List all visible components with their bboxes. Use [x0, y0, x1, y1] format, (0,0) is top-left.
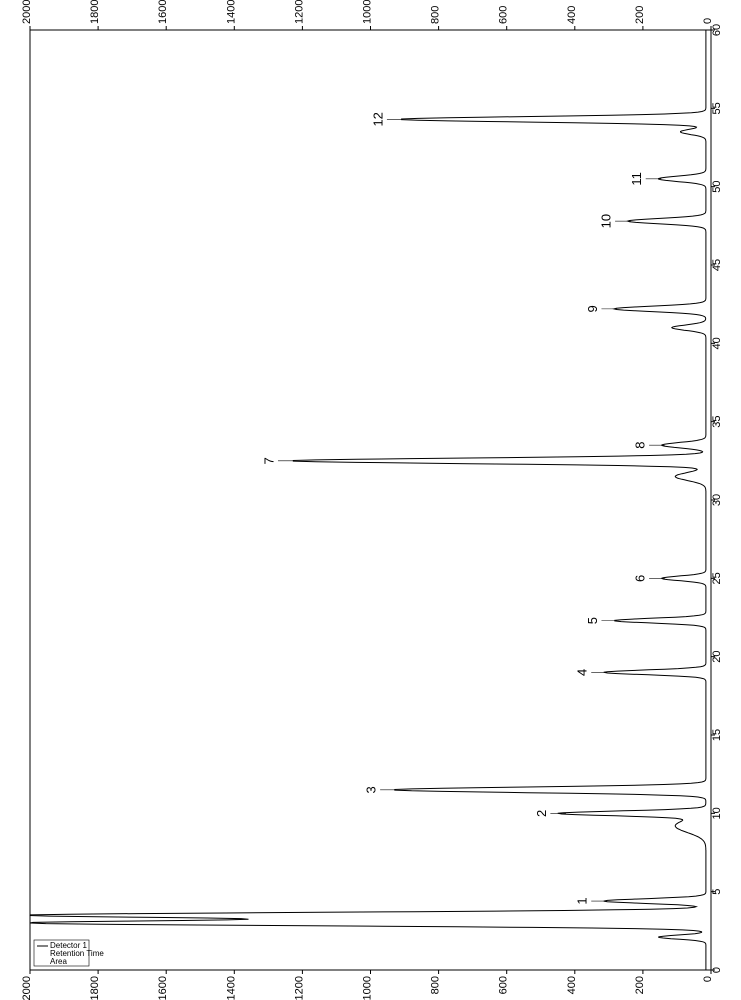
peak-label-3: 3: [364, 786, 379, 793]
y-tick-bottom: 0: [702, 976, 714, 982]
peak-label-8: 8: [633, 442, 648, 449]
y-tick-bottom: 200: [634, 976, 646, 994]
x-tick: 50: [711, 181, 723, 193]
y-tick-top: 1200: [293, 0, 305, 24]
x-tick: 60: [711, 24, 723, 36]
y-tick-bottom: 1000: [362, 976, 374, 1000]
x-tick: 10: [711, 807, 723, 819]
y-tick-top: 200: [634, 6, 646, 24]
x-tick: 35: [711, 416, 723, 428]
legend-item-2: Area: [50, 957, 67, 966]
peak-label-11: 11: [629, 172, 644, 186]
peak-label-5: 5: [585, 617, 600, 624]
y-tick-bottom: 600: [498, 976, 510, 994]
x-tick: 15: [711, 729, 723, 741]
y-tick-bottom: 800: [430, 976, 442, 994]
peak-label-1: 1: [575, 897, 590, 904]
y-tick-top: 1000: [362, 0, 374, 24]
peak-label-12: 12: [370, 112, 385, 126]
plot-frame: [30, 30, 711, 970]
peak-label-10: 10: [599, 214, 614, 228]
peak-label-6: 6: [633, 575, 648, 582]
x-tick: 40: [711, 337, 723, 349]
peak-label-9: 9: [585, 305, 600, 312]
x-tick: 55: [711, 102, 723, 114]
peak-label-4: 4: [575, 669, 590, 676]
y-tick-top: 2000: [21, 0, 33, 24]
y-tick-top: 1400: [225, 0, 237, 24]
y-tick-top: 600: [498, 6, 510, 24]
y-tick-bottom: 400: [566, 976, 578, 994]
x-tick: 45: [711, 259, 723, 271]
y-tick-bottom: 1400: [225, 976, 237, 1000]
x-tick: 25: [711, 572, 723, 584]
y-tick-top: 0: [702, 18, 714, 24]
y-tick-bottom: 1800: [89, 976, 101, 1000]
x-tick: 5: [711, 889, 723, 895]
y-tick-top: 400: [566, 6, 578, 24]
chromatogram-svg: 2000180016001400120010008006004002000200…: [0, 0, 741, 1000]
x-tick: 20: [711, 651, 723, 663]
x-tick: 0: [711, 967, 723, 973]
y-tick-top: 1800: [89, 0, 101, 24]
peak-label-7: 7: [261, 457, 276, 464]
y-tick-bottom: 1600: [157, 976, 169, 1000]
y-tick-bottom: 2000: [21, 976, 33, 1000]
x-tick: 30: [711, 494, 723, 506]
peak-label-2: 2: [534, 810, 549, 817]
y-tick-top: 1600: [157, 0, 169, 24]
chromatogram-container: 2000180016001400120010008006004002000200…: [0, 0, 741, 1000]
y-tick-top: 800: [430, 6, 442, 24]
chromatogram-trace: [30, 30, 706, 970]
y-tick-bottom: 1200: [293, 976, 305, 1000]
